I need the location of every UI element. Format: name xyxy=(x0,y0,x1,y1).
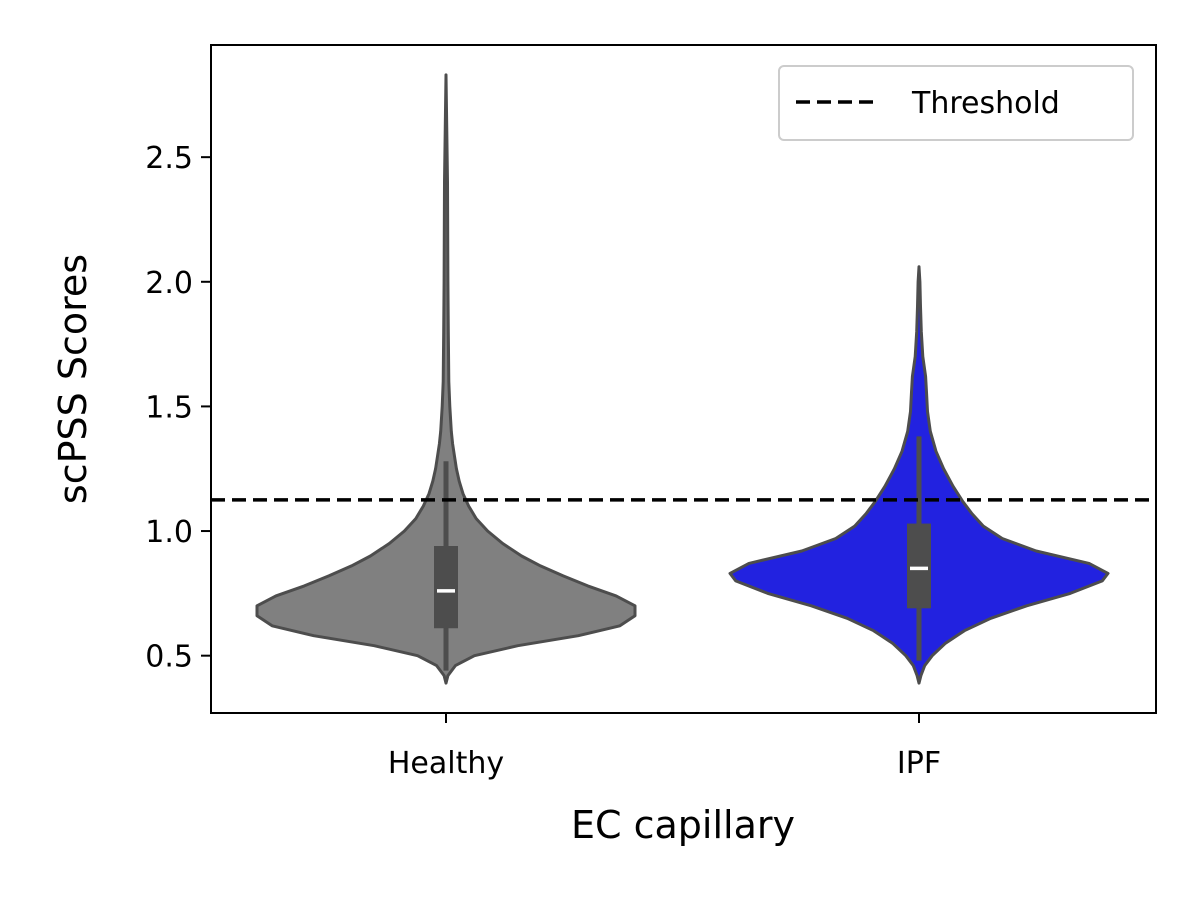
y-tick-label: 1.0 xyxy=(145,515,193,550)
y-axis: 0.5 1.0 1.5 2.0 2.5 xyxy=(145,141,211,675)
violins-layer xyxy=(255,73,1110,685)
y-tick-label: 0.5 xyxy=(145,640,193,675)
x-axis: Healthy IPF xyxy=(388,713,941,781)
y-tick-label: 1.5 xyxy=(145,390,193,425)
violin-ipf xyxy=(728,265,1110,685)
legend: Threshold xyxy=(778,65,1134,141)
legend-threshold-label: Threshold xyxy=(911,86,1060,121)
y-axis-title: scPSS Scores xyxy=(51,254,95,504)
violin-body xyxy=(255,73,637,685)
violin-iqr-box xyxy=(434,546,458,629)
legend-box xyxy=(778,65,1134,141)
x-tick-label: Healthy xyxy=(388,746,504,781)
x-tick-label: IPF xyxy=(897,746,941,781)
y-tick-label: 2.0 xyxy=(145,266,193,301)
y-tick-label: 2.5 xyxy=(145,141,193,176)
plot-frame xyxy=(210,44,1157,714)
violin-healthy xyxy=(255,73,637,685)
violin-iqr-box xyxy=(907,523,931,609)
x-axis-title: EC capillary xyxy=(571,803,795,847)
